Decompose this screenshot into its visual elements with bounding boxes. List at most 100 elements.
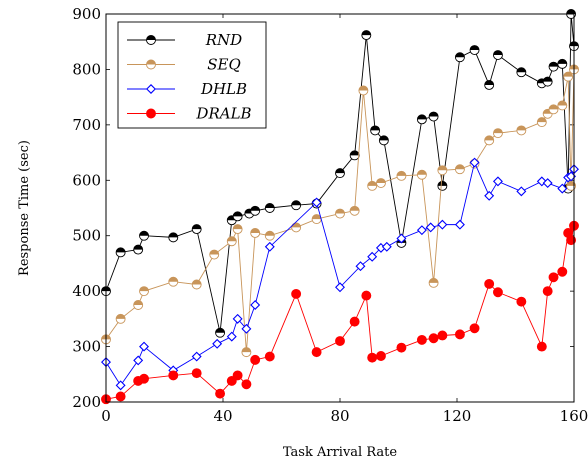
data-point-dralb [566, 235, 577, 246]
data-point-dralb [469, 323, 480, 334]
data-point-dhlb [264, 241, 275, 252]
data-point-seq [250, 227, 261, 238]
data-point-seq [548, 104, 559, 115]
x-tick-label: 40 [213, 407, 232, 425]
data-point-dralb [367, 352, 378, 363]
data-point-dhlb [416, 225, 427, 236]
marker-fill [493, 128, 503, 134]
data-point-rnd [493, 50, 503, 60]
data-point-dhlb [437, 219, 448, 230]
data-point-dhlb [516, 186, 527, 197]
data-point-dhlb [542, 178, 553, 189]
x-tick-label: 0 [101, 407, 111, 425]
data-point-rnd [378, 135, 389, 146]
plot-frame [105, 13, 575, 403]
data-point-rnd [115, 247, 126, 258]
marker-fill [350, 150, 360, 156]
data-point-dhlb [492, 176, 503, 187]
data-point-dralb [291, 288, 302, 299]
marker-fill [168, 232, 178, 238]
marker-fill [312, 214, 322, 220]
marker-fill [146, 35, 156, 40]
data-point-dhlb [355, 261, 366, 272]
data-point-dralb [241, 379, 252, 390]
data-point-seq [358, 85, 369, 96]
data-point-rnd [250, 205, 261, 216]
data-point-dralb [139, 373, 149, 384]
data-point-seq [437, 165, 448, 176]
data-point-seq [566, 180, 577, 191]
data-point-dhlb [241, 323, 252, 334]
marker-fill [116, 314, 126, 319]
marker-fill [417, 114, 427, 120]
marker-fill [566, 9, 576, 14]
marker-fill [557, 59, 567, 64]
data-point-rnd [548, 61, 559, 72]
marker-fill [250, 206, 260, 211]
data-point-rnd [516, 67, 527, 78]
marker-fill [370, 125, 380, 131]
data-point-dralb [191, 368, 202, 379]
marker-fill [429, 112, 439, 117]
marker-fill [335, 168, 345, 174]
x-tick-label: 80 [330, 407, 349, 425]
legend-marker-dhlb [146, 84, 156, 94]
marker-fill [358, 85, 368, 91]
marker-fill [437, 165, 447, 171]
data-point-rnd [361, 30, 372, 41]
data-point-dralb [493, 287, 503, 298]
data-point-dhlb [367, 251, 378, 262]
y-tick-label: 600 [72, 171, 101, 189]
series-dhlb [101, 157, 579, 391]
legend-label-seq: SEQ [207, 56, 241, 74]
data-point-seq [484, 135, 495, 146]
marker-fill [455, 164, 465, 170]
marker-fill [265, 231, 275, 236]
series-line-dhlb [105, 161, 575, 387]
data-point-dhlb [191, 351, 202, 362]
data-point-dralb [516, 296, 527, 307]
data-point-seq [563, 71, 574, 82]
data-point-dralb [250, 354, 261, 365]
series-dralb [101, 220, 579, 405]
data-point-seq [168, 276, 179, 287]
marker-fill [437, 181, 447, 186]
data-point-dralb [557, 266, 568, 277]
data-point-dralb [361, 290, 372, 301]
series-layer [101, 9, 579, 405]
marker-fill [470, 45, 480, 51]
marker-fill [265, 203, 275, 208]
y-tick-label: 900 [72, 5, 101, 23]
y-tick-label: 800 [72, 60, 101, 78]
data-point-rnd [469, 45, 480, 55]
data-point-dralb [548, 272, 559, 283]
data-point-dralb [536, 341, 547, 352]
data-point-dhlb [557, 183, 568, 194]
data-point-rnd [291, 200, 302, 211]
data-point-seq [557, 100, 568, 111]
marker-fill [133, 300, 143, 305]
data-point-dralb [376, 351, 386, 361]
marker-fill [350, 206, 360, 211]
data-point-seq [209, 249, 220, 260]
marker-fill [484, 80, 494, 85]
data-point-dhlb [311, 197, 322, 208]
data-point-seq [493, 128, 503, 139]
legend-marker-dralb [146, 108, 156, 119]
data-point-rnd [335, 168, 345, 179]
data-point-dralb [416, 334, 427, 345]
marker-fill [493, 50, 503, 56]
marker-fill [250, 228, 260, 233]
data-point-dralb [264, 351, 275, 362]
data-point-seq [367, 180, 378, 191]
data-point-rnd [437, 180, 448, 191]
tick-labels: 0 40 80 120 160 200 300 400 500 600 700 800 900 [72, 5, 588, 425]
marker-fill [484, 135, 494, 141]
data-point-seq [226, 236, 237, 247]
x-tick-label: 120 [443, 407, 472, 425]
data-point-rnd [168, 232, 179, 243]
data-point-dhlb [139, 341, 150, 352]
marker-fill [192, 224, 202, 230]
data-point-dralb [335, 336, 345, 346]
